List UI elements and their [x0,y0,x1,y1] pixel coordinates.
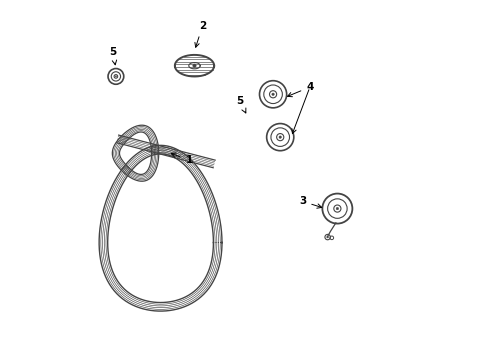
Text: 3: 3 [299,197,321,208]
Text: 1: 1 [171,153,192,165]
Circle shape [278,136,281,138]
Text: 4: 4 [287,82,313,97]
Circle shape [192,64,196,67]
Text: 5: 5 [109,48,117,65]
Text: 5: 5 [236,96,245,113]
Text: 2: 2 [195,21,205,47]
Circle shape [115,76,116,77]
Circle shape [326,236,328,238]
Circle shape [271,93,274,95]
Circle shape [335,207,338,210]
